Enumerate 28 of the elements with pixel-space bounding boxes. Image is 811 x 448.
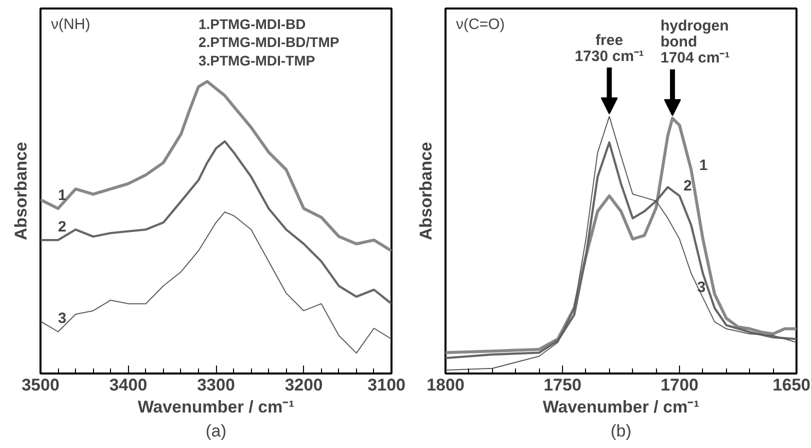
x-tick-label: 3400 (109, 376, 148, 394)
x-tick-label: 1700 (660, 376, 698, 394)
text: (a) (206, 422, 226, 440)
x-tick-label: 3100 (368, 376, 406, 394)
text: 2.PTMG-MDI-BD/TMP (198, 34, 340, 50)
series-label: 2 (684, 178, 692, 195)
x-tick-label: 1650 (772, 376, 811, 394)
y-axis-title: Absorbance (12, 142, 30, 240)
text: ν(NH) (51, 16, 90, 33)
x-tick-label: 3200 (284, 376, 323, 394)
x-tick-label: 3500 (22, 376, 60, 394)
x-axis-title: Wavenumber / cm⁻¹ (138, 398, 295, 416)
x-tick-label: 1750 (544, 376, 582, 394)
text: ν(C=O) (456, 16, 505, 33)
text: 1.PTMG-MDI-BD (198, 16, 306, 32)
series-label: 3 (58, 310, 66, 327)
text: 3.PTMG-MDI-TMP (198, 52, 316, 68)
text: (b) (610, 422, 632, 440)
annotation: hydrogen bond 1704 cm⁻¹ (660, 17, 730, 67)
y-axis-title: Absorbance (416, 142, 436, 240)
series-label: 1 (58, 186, 66, 204)
x-tick-label: 1800 (426, 376, 464, 394)
x-axis-title: Wavenumber / cm⁻¹ (542, 398, 700, 416)
x-tick-label: 3300 (197, 376, 235, 394)
annotation: free 1730 cm⁻¹ (574, 32, 644, 65)
series-label: 3 (697, 279, 706, 296)
series-label: 2 (58, 218, 66, 236)
series-label: 1 (699, 156, 708, 174)
